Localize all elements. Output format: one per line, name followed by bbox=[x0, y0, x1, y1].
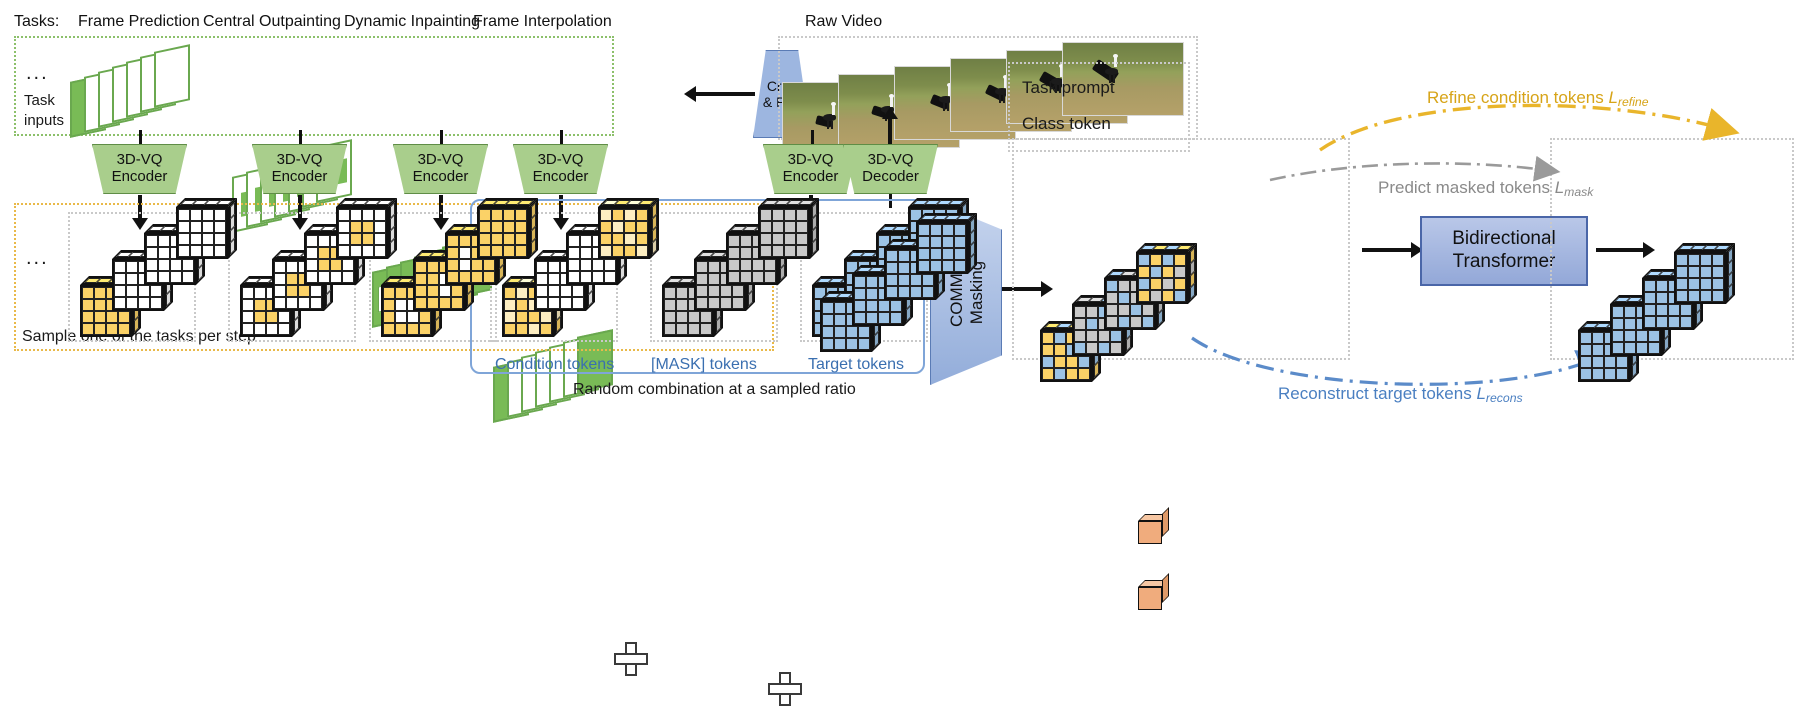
encoder-1-line2: Encoder bbox=[111, 168, 168, 185]
token-ellipsis: ... bbox=[26, 247, 49, 269]
plus-icon-2 bbox=[768, 672, 802, 706]
figure-canvas: Tasks: Frame Prediction Central Outpaint… bbox=[0, 0, 1800, 452]
task-inputs-label-line2: inputs bbox=[24, 112, 65, 129]
encoder-5-output-arrow bbox=[809, 195, 813, 219]
encoder-3-line2: Encoder bbox=[412, 168, 469, 185]
task-prompt-cube-icon bbox=[1138, 507, 1169, 544]
decoder-line1: 3D-VQ bbox=[867, 151, 914, 169]
decoder-to-video-arrow bbox=[888, 118, 892, 144]
encoder-2-output-arrow bbox=[298, 195, 302, 219]
encoder-1-output-arrow bbox=[138, 195, 142, 219]
encoder-5-line1: 3D-VQ bbox=[787, 151, 834, 169]
task-ellipsis: ... bbox=[26, 62, 49, 84]
plus-icon-1 bbox=[614, 642, 648, 676]
tick-decoder-bottom bbox=[889, 194, 892, 208]
legend-container bbox=[1008, 62, 1190, 152]
bidirectional-transformer-block: Bidirectional Transformer bbox=[1420, 216, 1588, 286]
task-name-frame-interpolation: Frame Interpolation bbox=[473, 13, 612, 30]
loss-mask-label: Predict masked tokens Lmask bbox=[1378, 178, 1594, 200]
task-inputs-container bbox=[14, 36, 614, 136]
encoder-1-line1: 3D-VQ bbox=[116, 151, 163, 169]
raw-video-label: Raw Video bbox=[805, 13, 883, 30]
encoder-3-output-arrow bbox=[439, 195, 443, 219]
decoder-line2: Decoder bbox=[862, 168, 919, 185]
encoder-2-line2: Encoder bbox=[271, 168, 328, 185]
transformer-label-line1: Bidirectional bbox=[1452, 228, 1556, 250]
tick-encoder-3 bbox=[440, 130, 443, 144]
mask-tokens-label: [MASK] tokens bbox=[651, 356, 757, 373]
loss-recons-label: Reconstruct target tokens Lrecons bbox=[1278, 384, 1523, 406]
decoder-block: 3D-VQ Decoder bbox=[843, 144, 938, 194]
task-name-dynamic-inpainting: Dynamic Inpainting bbox=[344, 13, 481, 30]
encoder-4-output-arrow bbox=[559, 195, 563, 219]
encoder-block-1: 3D-VQ Encoder bbox=[92, 144, 187, 194]
transformer-label-line2: Transformer bbox=[1452, 251, 1556, 272]
legend-label-task-prompt: Task prompt bbox=[1022, 78, 1115, 97]
raw-video-frames bbox=[778, 36, 1198, 156]
encoder-5-line2: Encoder bbox=[782, 168, 839, 185]
legend-label-class-token: Class token bbox=[1022, 114, 1111, 133]
transformer-input-arrow bbox=[1362, 248, 1412, 252]
voxel-grids-layer bbox=[80, 198, 1735, 382]
encoder-block-3: 3D-VQ Encoder bbox=[393, 144, 488, 194]
encoder-block-4: 3D-VQ Encoder bbox=[513, 144, 608, 194]
tick-encoder-2 bbox=[299, 130, 302, 144]
crop-pad-output-arrow bbox=[695, 92, 755, 96]
tick-encoder-5 bbox=[811, 130, 814, 144]
tasks-prefix-label: Tasks: bbox=[14, 13, 60, 30]
class-token-cube-icon bbox=[1138, 573, 1169, 610]
task-name-frame-prediction: Frame Prediction bbox=[78, 13, 200, 30]
commit-output-arrow bbox=[1002, 287, 1042, 291]
tick-encoder-4 bbox=[560, 130, 563, 144]
condition-tokens-label: Condition tokens bbox=[495, 356, 615, 373]
random-combination-note: Random combination at a sampled ratio bbox=[573, 381, 856, 398]
encoder-2-line1: 3D-VQ bbox=[276, 151, 323, 169]
encoder-block-5: 3D-VQ Encoder bbox=[763, 144, 858, 194]
tick-encoder-1 bbox=[139, 130, 142, 144]
transformer-output-arrow bbox=[1596, 248, 1644, 252]
encoder-3-line1: 3D-VQ bbox=[417, 151, 464, 169]
target-tokens-label: Target tokens bbox=[808, 356, 905, 373]
masked-sequence-container bbox=[1012, 138, 1350, 360]
encoder-4-line1: 3D-VQ bbox=[537, 151, 584, 169]
task-inputs-label-line1: Task bbox=[24, 92, 55, 109]
task-name-central-outpainting: Central Outpainting bbox=[203, 13, 341, 30]
encoder-4-line2: Encoder bbox=[532, 168, 589, 185]
